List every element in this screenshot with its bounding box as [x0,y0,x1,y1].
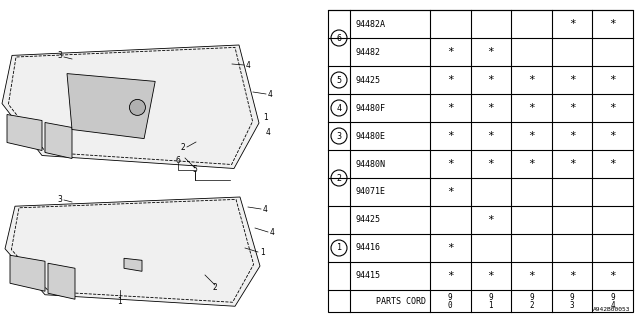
Text: 3: 3 [337,132,342,140]
Text: *: * [528,103,535,113]
Text: 6: 6 [337,34,342,43]
Text: 3: 3 [570,300,575,309]
Text: A942B00053: A942B00053 [593,307,630,312]
Text: *: * [488,159,494,169]
Text: 5: 5 [337,76,342,84]
Text: *: * [447,47,454,57]
Text: *: * [569,75,575,85]
Text: 2: 2 [337,173,342,182]
Text: *: * [528,159,535,169]
Text: *: * [528,75,535,85]
Polygon shape [48,263,75,299]
Text: 94480N: 94480N [355,159,385,169]
Text: *: * [447,75,454,85]
Text: 94425: 94425 [355,76,380,84]
Text: 1: 1 [264,113,268,122]
Text: 1: 1 [488,300,493,309]
Text: *: * [609,131,616,141]
Text: 5: 5 [193,165,197,174]
Text: *: * [447,159,454,169]
Text: 4: 4 [262,205,268,214]
Circle shape [129,100,145,116]
Text: *: * [609,19,616,29]
Text: *: * [488,271,494,281]
Text: *: * [488,75,494,85]
Text: *: * [569,271,575,281]
Text: *: * [569,131,575,141]
Text: *: * [447,271,454,281]
Polygon shape [10,255,45,291]
Text: 3: 3 [58,195,63,204]
Text: 94480E: 94480E [355,132,385,140]
Text: 9: 9 [488,292,493,301]
Text: 9: 9 [529,292,534,301]
Text: 1: 1 [337,244,342,252]
Text: 94416: 94416 [355,244,380,252]
Text: *: * [488,215,494,225]
Text: *: * [609,271,616,281]
Text: 3: 3 [58,51,63,60]
Text: *: * [447,243,454,253]
Text: 2: 2 [529,300,534,309]
Text: 94482: 94482 [355,47,380,57]
Text: 94415: 94415 [355,271,380,281]
Text: 9: 9 [448,292,452,301]
Text: 94071E: 94071E [355,188,385,196]
Text: *: * [488,131,494,141]
Text: 94425: 94425 [355,215,380,225]
Text: 4: 4 [269,228,275,237]
Text: 2: 2 [180,143,186,152]
Text: 2: 2 [212,283,218,292]
Polygon shape [67,74,155,139]
Text: *: * [447,131,454,141]
Text: *: * [528,131,535,141]
Text: 9: 9 [611,292,615,301]
Text: *: * [488,103,494,113]
Text: *: * [569,103,575,113]
Text: 1: 1 [118,298,122,307]
Text: *: * [447,187,454,197]
Text: 4: 4 [611,300,615,309]
Text: 4: 4 [337,103,342,113]
Text: 1: 1 [260,248,266,257]
Text: *: * [528,271,535,281]
Text: 4: 4 [266,128,271,137]
Text: 4: 4 [268,90,273,99]
Text: 94482A: 94482A [355,20,385,28]
Text: PARTS CORD: PARTS CORD [376,297,426,306]
Polygon shape [45,123,72,158]
Polygon shape [2,45,259,169]
Text: 94480F: 94480F [355,103,385,113]
Text: 9: 9 [570,292,575,301]
Text: 0: 0 [448,300,452,309]
Text: *: * [447,103,454,113]
Bar [328,10,633,312]
Text: 4: 4 [246,61,250,70]
Text: *: * [569,19,575,29]
Polygon shape [124,258,142,271]
Text: *: * [569,159,575,169]
Text: *: * [488,47,494,57]
Text: *: * [609,103,616,113]
Text: 6: 6 [175,156,180,165]
Text: *: * [609,75,616,85]
Text: *: * [609,159,616,169]
Polygon shape [7,115,42,150]
Polygon shape [5,197,260,306]
